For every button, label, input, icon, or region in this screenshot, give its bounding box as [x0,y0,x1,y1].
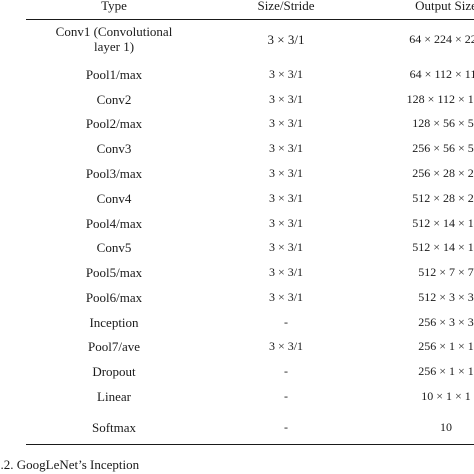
cell-output: 256 × 1 × 1 [418,364,474,378]
cell-type: Conv2 [96,92,132,107]
cell-output: 256 × 3 × 3 [418,315,474,329]
cell-output: 512 × 28 × 28 [412,191,474,205]
cell-size: - [284,315,288,329]
cell-type: Conv1 (Convolutional layer 1) [55,24,173,54]
cell-type: Conv5 [96,240,132,255]
cell-output: 64 × 224 × 224 [409,32,474,46]
cell-output: 256 × 1 × 1 [418,339,474,353]
cell-size: 3 × 3/1 [268,240,304,254]
cell-size: - [284,364,288,378]
cell-size: 3 × 3/1 [268,67,304,81]
cell-type: Pool2/max [85,116,143,131]
cell-size: - [284,420,288,434]
cell-output: 256 × 56 × 56 [412,141,474,155]
cell-type: Pool1/max [85,67,143,82]
cell-output: 64 × 112 × 112 [409,67,474,81]
table-bottom-rule [26,444,474,445]
cell-size: 3 × 3/1 [268,216,304,230]
header-output-size: Output Size [415,0,474,13]
cell-output: 256 × 28 × 28 [412,166,474,180]
cell-type: Dropout [92,364,136,379]
cell-output: 10 × 1 × 1 [421,389,471,403]
cell-size: 3 × 3/1 [268,191,304,205]
cell-type: Linear [97,389,131,404]
cell-type: Pool3/max [85,166,143,181]
cell-type: Conv4 [96,191,132,206]
header-type: Type [101,0,127,13]
cell-size: - [284,389,288,403]
cell-size: 3 × 3/1 [268,92,304,106]
section-heading: 2.2. GoogLeNet’s Inception [0,457,140,472]
cell-size: 3 × 3/1 [268,116,304,130]
table-top-rule [26,19,474,20]
cell-output: 512 × 3 × 3 [418,290,474,304]
cell-type: Inception [89,315,139,330]
cell-size: 3 × 3/1 [267,32,305,47]
cell-size: 3 × 3/1 [268,290,304,304]
cell-size: 3 × 3/1 [268,166,304,180]
cell-type: Conv3 [96,141,132,156]
header-size-stride: Size/Stride [257,0,315,13]
cell-type: Softmax [91,420,137,435]
cell-type: Pool7/ave [88,339,140,354]
cell-type: Pool6/max [85,290,143,305]
cell-type: Pool5/max [85,265,143,280]
cell-output: 128 × 112 × 112 [406,92,474,106]
cell-size: 3 × 3/1 [268,339,304,353]
cell-size: 3 × 3/1 [268,141,304,155]
cell-output: 512 × 7 × 7 [418,265,474,279]
cell-output: 128 × 56 × 56 [412,116,474,130]
cell-output: 512 × 14 × 14 [412,240,474,254]
cell-output: 512 × 14 × 14 [412,216,474,230]
cell-size: 3 × 3/1 [268,265,304,279]
cell-output: 10 [440,420,452,434]
cell-type: Pool4/max [85,216,143,231]
